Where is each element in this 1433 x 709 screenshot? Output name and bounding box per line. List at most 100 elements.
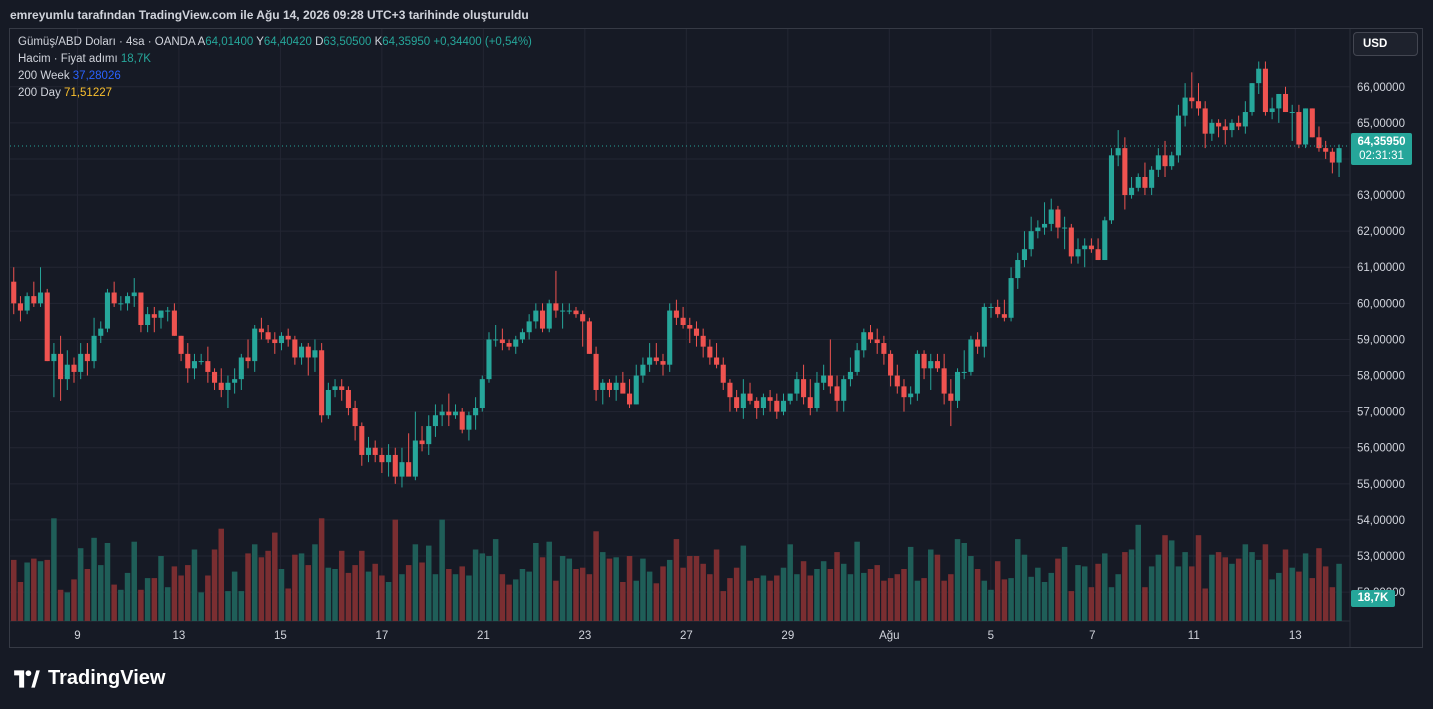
candle-body bbox=[37, 292, 44, 304]
candle-body bbox=[807, 397, 813, 409]
volume-bar bbox=[164, 587, 171, 621]
ma200d-label[interactable]: 200 Day bbox=[18, 87, 61, 99]
candle-body bbox=[91, 335, 97, 362]
candle-body bbox=[767, 397, 773, 401]
volume-bar bbox=[1316, 548, 1322, 621]
candle-body bbox=[1269, 108, 1275, 113]
chart-frame[interactable]: 66,0000065,0000064,0000063,0000062,00000… bbox=[9, 28, 1423, 648]
candle-body bbox=[1229, 122, 1235, 131]
candle-body bbox=[727, 382, 733, 398]
volume-bar bbox=[753, 578, 760, 621]
candle-body bbox=[1122, 148, 1128, 196]
candle-body bbox=[707, 346, 713, 358]
candle-body bbox=[439, 411, 445, 416]
candle-body bbox=[319, 350, 325, 416]
candle-body bbox=[1115, 148, 1121, 156]
candle-body bbox=[17, 303, 23, 311]
volume-bar bbox=[506, 584, 512, 621]
price-chart[interactable]: 66,0000065,0000064,0000063,0000062,00000… bbox=[10, 29, 1422, 647]
volume-label[interactable]: Hacim · Fiyat adımı bbox=[18, 53, 118, 65]
candle-body bbox=[633, 375, 639, 405]
volume-bar bbox=[332, 569, 338, 621]
volume-bar bbox=[1028, 576, 1034, 621]
candle-body bbox=[452, 411, 459, 416]
ma200w-label[interactable]: 200 Week bbox=[18, 70, 70, 82]
candle-body bbox=[1001, 314, 1007, 318]
volume-bar bbox=[519, 569, 526, 621]
candle-body bbox=[158, 310, 164, 318]
volume-bar bbox=[138, 589, 144, 621]
volume-bar bbox=[1276, 572, 1282, 621]
volume-bar bbox=[131, 541, 137, 621]
volume-bar bbox=[1209, 554, 1215, 621]
volume-bar bbox=[1202, 588, 1208, 621]
volume-bar bbox=[954, 539, 961, 621]
volume-bar bbox=[894, 574, 901, 621]
candle-body bbox=[1336, 148, 1342, 163]
x-tick-label: 27 bbox=[680, 630, 693, 642]
volume-bar bbox=[1035, 567, 1041, 621]
candle-body bbox=[198, 361, 204, 363]
volume-bar bbox=[693, 556, 700, 621]
legend-volume-row: Hacim · Fiyat adımı 18,7K bbox=[18, 51, 532, 68]
last-volume-badge: 18,7K bbox=[1351, 590, 1395, 607]
volume-bar bbox=[1041, 582, 1048, 621]
candle-body bbox=[847, 371, 853, 380]
candle-body bbox=[225, 382, 231, 390]
candle-body bbox=[948, 393, 954, 401]
candle-body bbox=[278, 335, 285, 344]
candle-body bbox=[185, 353, 191, 369]
ma200w-value: 37,28026 bbox=[72, 70, 121, 82]
candle-body bbox=[774, 400, 780, 412]
volume-bar bbox=[981, 580, 988, 621]
volume-bar bbox=[492, 539, 499, 621]
volume-bar bbox=[325, 567, 332, 621]
currency-button[interactable]: USD bbox=[1353, 32, 1418, 56]
candle-body bbox=[680, 317, 686, 325]
candle-body bbox=[914, 353, 920, 394]
candle-body bbox=[111, 292, 117, 304]
candle-body bbox=[1189, 97, 1195, 102]
volume-bar bbox=[553, 580, 559, 621]
volume-bar bbox=[733, 567, 740, 621]
volume-bar bbox=[1229, 563, 1235, 621]
candle-body bbox=[613, 382, 619, 390]
volume-bar bbox=[1222, 557, 1229, 621]
candle-body bbox=[1055, 209, 1061, 228]
volume-bar bbox=[405, 565, 412, 621]
candle-body bbox=[145, 314, 151, 325]
x-tick-label: 29 bbox=[781, 630, 794, 642]
candle-body bbox=[787, 393, 793, 401]
volume-bar bbox=[338, 550, 345, 621]
volume-bar bbox=[205, 575, 211, 621]
volume-bar bbox=[124, 572, 131, 621]
candle-body bbox=[747, 393, 753, 401]
candle-body bbox=[1102, 220, 1108, 261]
volume-bar bbox=[600, 552, 606, 621]
volume-bar bbox=[928, 549, 934, 621]
candle-body bbox=[165, 310, 171, 312]
candle-body bbox=[827, 375, 833, 387]
tradingview-brand[interactable]: TradingView bbox=[12, 667, 165, 690]
candle-body bbox=[533, 310, 539, 322]
volume-bar bbox=[687, 556, 693, 621]
symbol-label[interactable]: Gümüş/ABD Doları · 4sa · OANDA bbox=[18, 36, 196, 48]
low-value: 63,50500 bbox=[323, 36, 372, 48]
x-tick-label: 5 bbox=[988, 630, 994, 642]
candle-body bbox=[138, 292, 144, 325]
candle-body bbox=[553, 303, 559, 311]
candle-body bbox=[265, 332, 271, 340]
volume-bar bbox=[787, 544, 793, 621]
candle-body bbox=[1149, 169, 1155, 188]
candle-body bbox=[1008, 278, 1014, 318]
candle-body bbox=[372, 447, 378, 455]
candle-body bbox=[760, 397, 766, 409]
volume-bar bbox=[178, 575, 184, 621]
volume-bar bbox=[305, 565, 312, 621]
volume-bar bbox=[459, 566, 465, 621]
volume-bar bbox=[660, 566, 666, 621]
candle-body bbox=[1095, 249, 1101, 261]
candle-body bbox=[888, 353, 894, 376]
volume-bar bbox=[1255, 559, 1262, 621]
volume-bar bbox=[1135, 524, 1141, 621]
